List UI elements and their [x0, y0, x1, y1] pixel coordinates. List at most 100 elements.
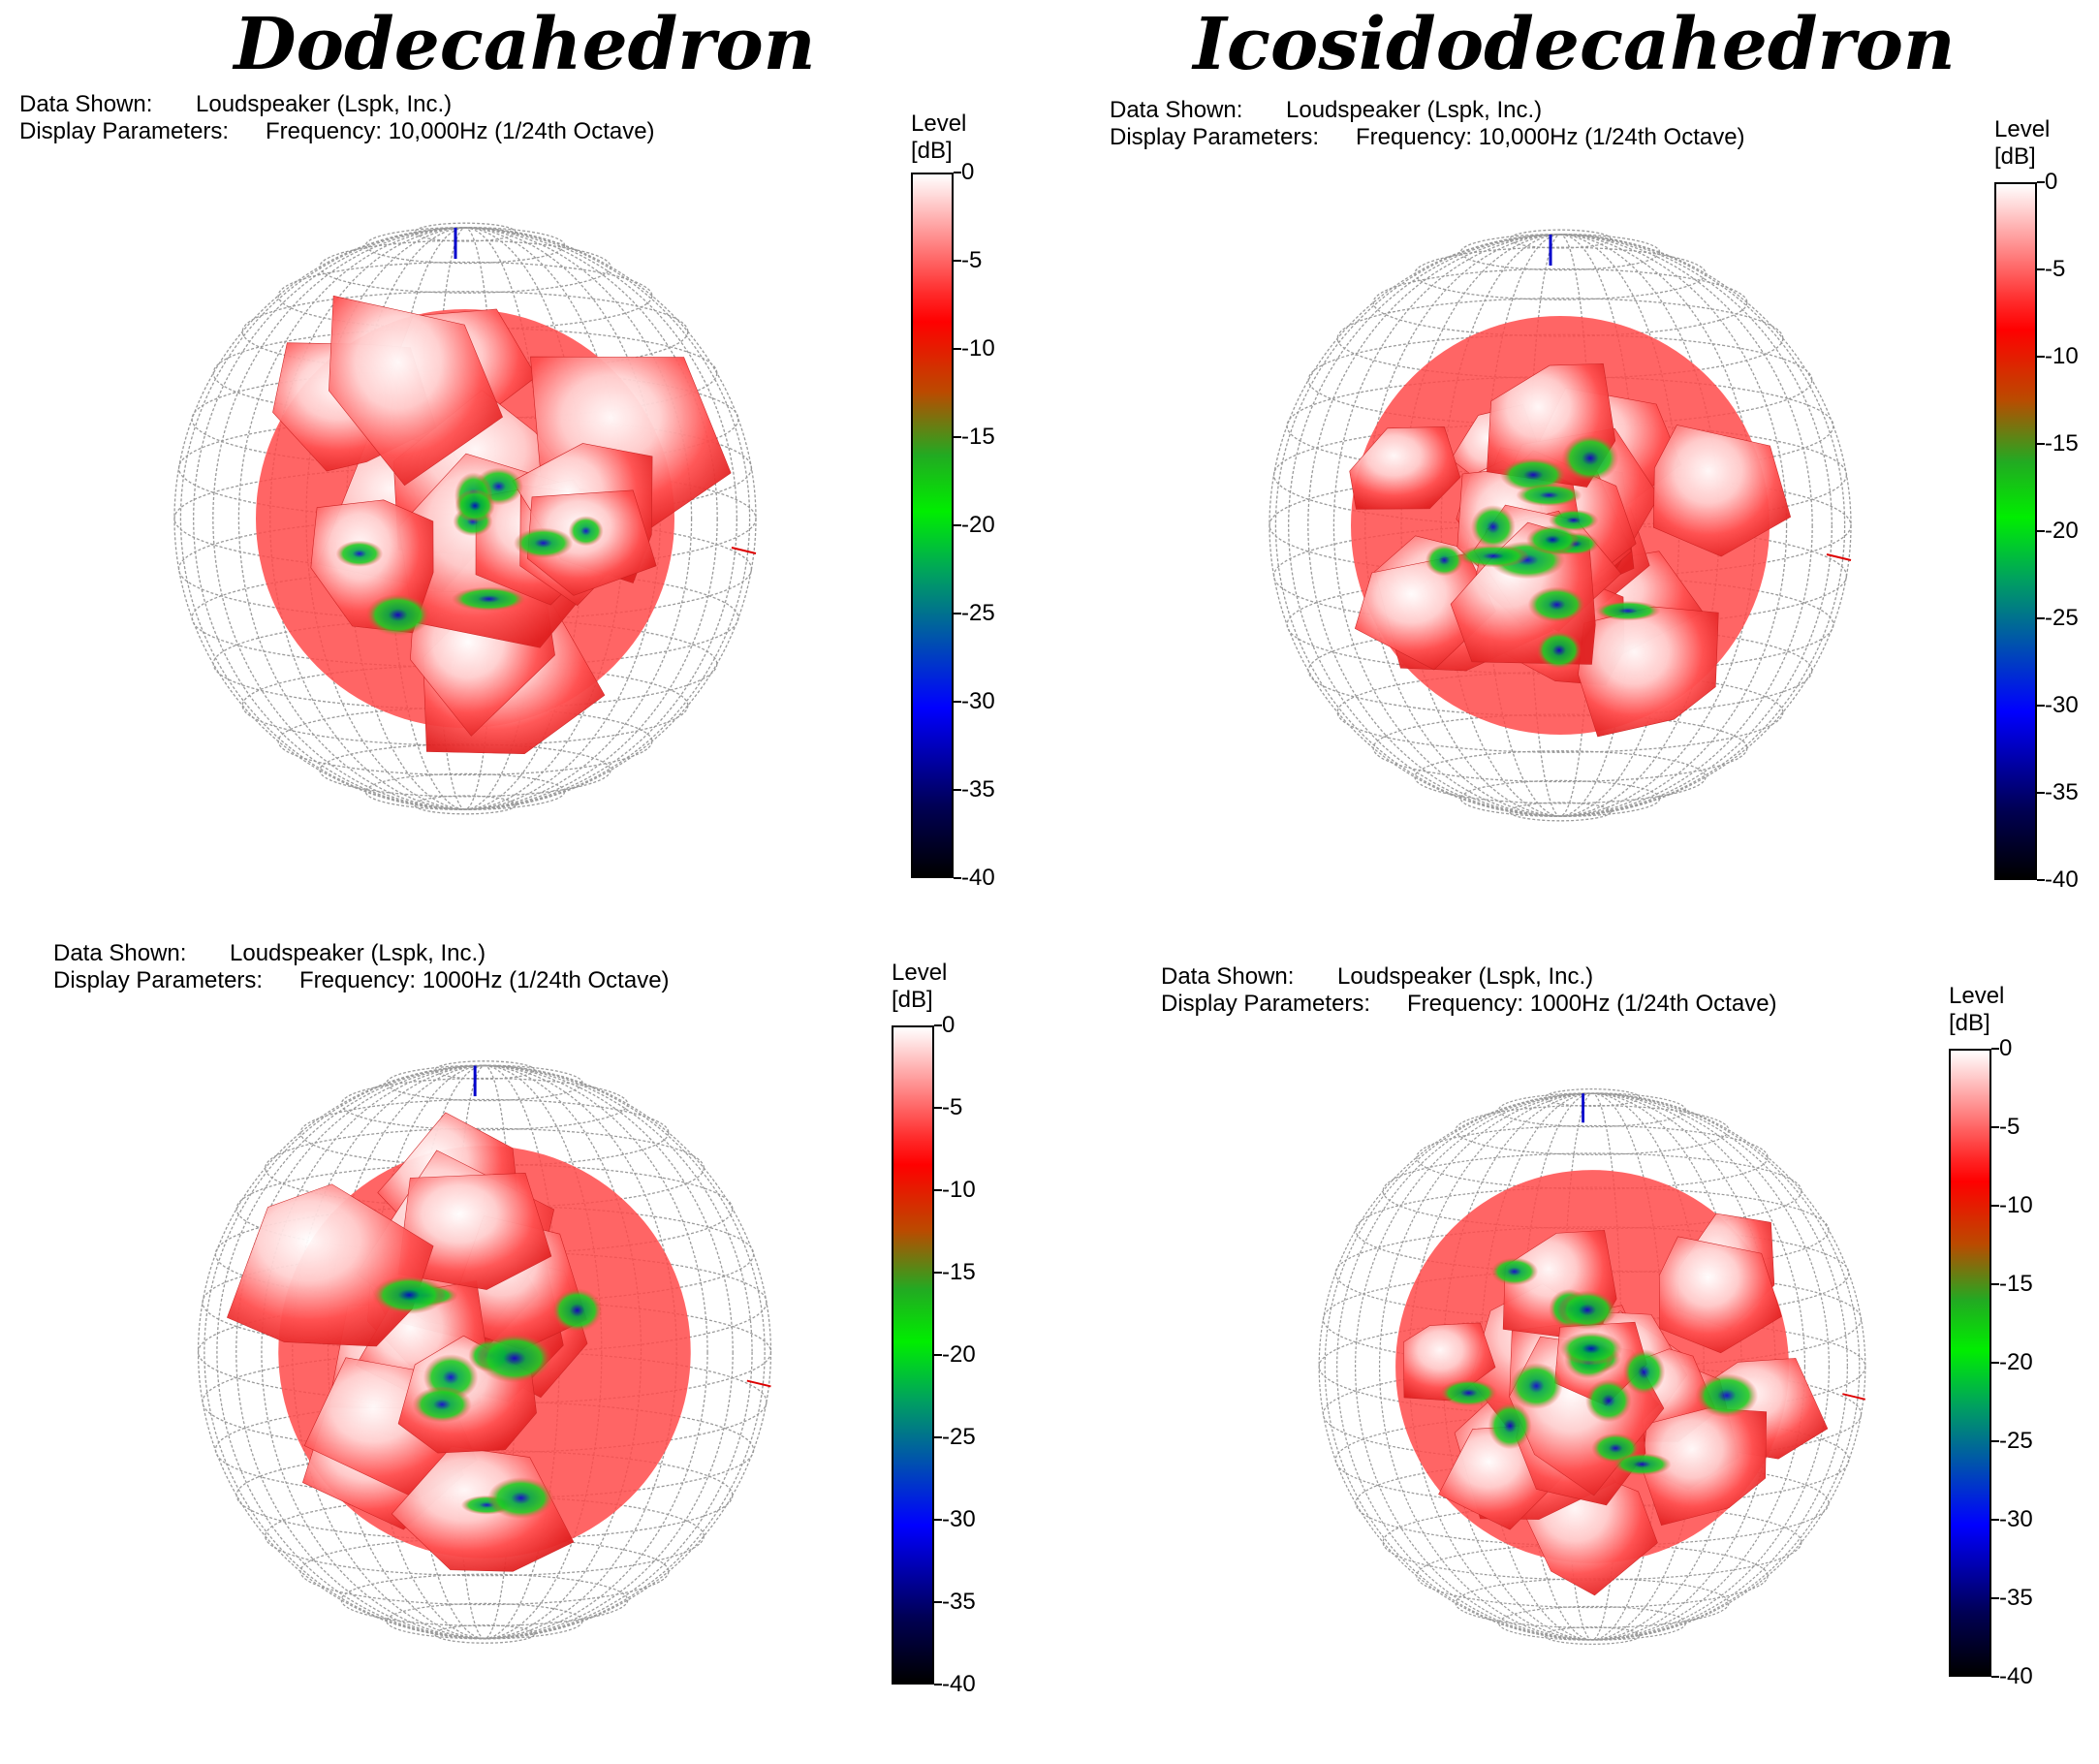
colorbar-tick-label: -15 — [961, 424, 995, 450]
balloon-plot — [173, 222, 757, 815]
null-region — [451, 586, 527, 612]
null-region — [1559, 1332, 1623, 1366]
colorbar-tick-mark — [934, 1024, 942, 1026]
display-params-value: Frequency: 1000Hz (1/24th Octave) — [1407, 991, 1777, 1017]
null-region — [372, 1276, 447, 1314]
display-params-label: Display Parameters: — [19, 118, 230, 144]
colorbar-tick-label: -5 — [942, 1094, 963, 1120]
colorbar-tick-label: 0 — [961, 159, 975, 185]
colorbar-tick-label: -5 — [1999, 1114, 2021, 1140]
info-block: Data Shown: Loudspeaker (Lspk, Inc.) Disp… — [19, 91, 655, 145]
radiation-lobe — [329, 295, 503, 487]
colorbar-title: Level [dB] — [1994, 116, 2051, 170]
colorbar-tick-mark — [934, 1107, 942, 1109]
display-params-label: Display Parameters: — [1161, 991, 1371, 1017]
data-shown-value: Loudspeaker (Lspk, Inc.) — [1286, 97, 1543, 123]
data-shown-label: Data Shown: — [1161, 963, 1295, 990]
null-region — [1526, 524, 1580, 554]
colorbar-tick-label: -40 — [942, 1671, 976, 1697]
null-region — [1536, 631, 1582, 670]
colorbar-title: Level [dB] — [1949, 983, 2005, 1036]
x-axis-marker — [1826, 553, 1852, 561]
parallel-line — [319, 239, 611, 294]
balloon-plot — [1318, 1088, 1866, 1645]
colorbar-tick-mark — [1991, 1440, 1999, 1442]
colorbar-title: Level [dB] — [911, 110, 967, 164]
null-region — [1622, 1348, 1666, 1396]
parallel-line — [1414, 246, 1707, 300]
level-colorbar: Level [dB] 0 -5 -10 -15 -20 -25 -30 -35 -40 — [1994, 116, 2091, 892]
balloon-surface — [256, 295, 732, 755]
parallel-line — [1382, 1503, 1802, 1581]
colorbar-tick-label: -10 — [961, 335, 995, 362]
data-shown-label: Data Shown: — [19, 91, 153, 117]
colorbar-tick-label: -10 — [1999, 1192, 2033, 1218]
data-shown-value: Loudspeaker (Lspk, Inc.) — [1337, 963, 1594, 990]
colorbar-tick-label: -40 — [961, 865, 995, 891]
colorbar-tick-label: -20 — [2045, 518, 2079, 544]
colorbar-gradient — [892, 1025, 934, 1685]
colorbar-tick-label: -30 — [942, 1506, 976, 1532]
colorbar-tick-label: -25 — [942, 1424, 976, 1450]
colorbar-tick-mark — [934, 1272, 942, 1274]
parallel-line — [265, 1127, 705, 1209]
null-region — [1510, 1362, 1563, 1409]
parallel-line — [386, 1064, 583, 1102]
panel-icosidodecahedron-1k: Data Shown: Loudspeaker (Lspk, Inc.) Disp… — [1050, 930, 2099, 1764]
colorbar-tick-label: -35 — [961, 776, 995, 803]
data-shown-label: Data Shown: — [53, 940, 187, 966]
colorbar-tick-mark — [954, 260, 961, 262]
parallel-line — [1509, 802, 1612, 822]
parallel-line — [241, 664, 689, 746]
radiation-lobe — [1658, 1236, 1782, 1354]
colorbar-tick-mark — [954, 701, 961, 703]
colorbar-tick-label: -30 — [2045, 692, 2079, 718]
x-axis-marker — [746, 1379, 771, 1388]
null-region — [551, 1288, 603, 1333]
colorbar-tick-mark — [2037, 617, 2045, 619]
null-region — [1457, 544, 1530, 568]
colorbar-tick-mark — [934, 1189, 942, 1191]
null-region — [1499, 457, 1567, 492]
data-shown-label: Data Shown: — [1110, 97, 1243, 123]
colorbar-tick-label: -15 — [2045, 430, 2079, 457]
colorbar-tick-mark — [1991, 1126, 1999, 1128]
null-region — [487, 1477, 554, 1520]
colorbar-tick-mark — [2037, 356, 2045, 358]
colorbar-tick-label: -20 — [961, 512, 995, 538]
colorbar-tick-mark — [1991, 1519, 1999, 1521]
colorbar-tick-mark — [1991, 1283, 1999, 1285]
colorbar-tick-mark — [2037, 879, 2045, 881]
colorbar-tick-label: -30 — [1999, 1506, 2033, 1532]
panel-icosidodecahedron-10k: Data Shown: Loudspeaker (Lspk, Inc.) Disp… — [1050, 87, 2099, 921]
null-region — [476, 1333, 553, 1383]
colorbar-tick-mark — [1991, 1362, 1999, 1364]
balloon-plot — [1269, 229, 1852, 822]
null-region — [1549, 509, 1599, 532]
parallel-line — [340, 1077, 629, 1131]
parallel-line — [1336, 671, 1784, 753]
level-colorbar: Level [dB] 0 -5 -10 -15 -20 -25 -30 -35 -40 — [911, 110, 1027, 890]
parallel-line — [340, 1573, 629, 1627]
colorbar-tick-mark — [2037, 443, 2045, 445]
info-block: Data Shown: Loudspeaker (Lspk, Inc.) Disp… — [53, 940, 670, 994]
colorbar-tick-label: -5 — [961, 247, 983, 273]
null-region — [1557, 1290, 1617, 1330]
colorbar-title: Level [dB] — [892, 960, 948, 1013]
display-params-label: Display Parameters: — [1110, 124, 1320, 150]
title-icosidodecahedron: Icosidodecahedron — [1193, 3, 1956, 86]
colorbar-tick-mark — [934, 1684, 942, 1685]
colorbar-tick-mark — [934, 1601, 942, 1603]
data-shown-value: Loudspeaker (Lspk, Inc.) — [230, 940, 486, 966]
null-region — [1488, 1402, 1532, 1450]
null-region — [1490, 1257, 1539, 1286]
null-region — [365, 593, 430, 637]
parallel-line — [414, 795, 517, 815]
panel-dodecahedron-1k: Data Shown: Loudspeaker (Lspk, Inc.) Disp… — [0, 930, 1050, 1764]
parallel-line — [1459, 779, 1661, 818]
parallel-line — [1544, 1088, 1641, 1107]
parallel-line — [1498, 1092, 1686, 1128]
colorbar-tick-label: -5 — [2045, 256, 2066, 282]
parallel-line — [1459, 233, 1661, 271]
null-region — [412, 1386, 472, 1423]
